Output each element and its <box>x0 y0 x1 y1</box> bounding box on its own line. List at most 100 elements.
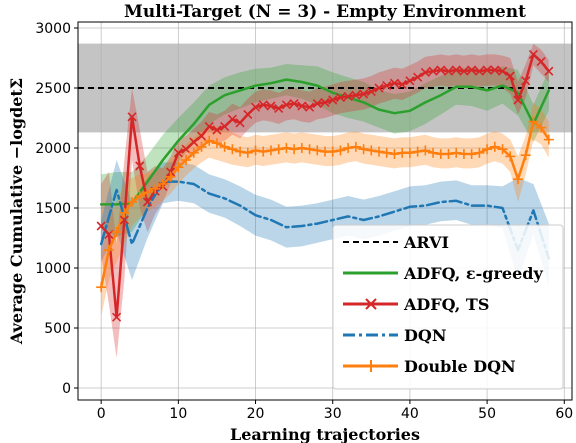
data-point-double-dqn <box>366 145 377 156</box>
y-tick-label: 1500 <box>35 201 71 217</box>
legend-entry-double-dqn: Double DQN <box>343 357 516 376</box>
marker-stroke <box>235 118 245 128</box>
series-line-dqn <box>99 180 551 260</box>
marker-stroke <box>196 131 207 141</box>
data-point-adfq-ts <box>366 87 376 97</box>
data-point-double-dqn <box>103 245 114 255</box>
data-point-adfq-ts <box>544 66 554 76</box>
data-point-double-dqn <box>497 144 508 155</box>
data-point-double-dqn <box>374 146 385 157</box>
data-point-adfq-ts <box>258 100 268 110</box>
data-point-double-dqn <box>296 143 307 153</box>
marker-stroke <box>528 49 538 59</box>
marker-stroke <box>413 72 423 82</box>
y-tick-label: 2000 <box>35 141 71 157</box>
y-axis-ticks: 0 500 1000 1500 2000 2500 3000 <box>35 21 78 397</box>
y-tick-label: 1000 <box>35 261 71 277</box>
marker-stroke <box>474 66 484 76</box>
marker-stroke <box>505 71 515 81</box>
legend-label-arvi: ARVI <box>403 233 449 252</box>
legend-entry-arvi: ARVI <box>343 233 449 252</box>
data-point-double-dqn <box>381 147 392 158</box>
x-tick-label: 30 <box>324 406 342 422</box>
data-point-double-dqn <box>389 149 400 159</box>
data-point-adfq-ts <box>173 148 183 158</box>
data-point-double-dqn <box>404 147 415 158</box>
marker-stroke <box>335 93 346 103</box>
marker-stroke <box>220 121 230 131</box>
data-point-adfq-ts <box>482 65 492 75</box>
marker-stroke <box>127 112 137 122</box>
marker-stroke <box>359 89 369 99</box>
marker-stroke <box>312 99 322 109</box>
data-point-double-dqn <box>181 155 192 165</box>
data-point-adfq-ts <box>281 100 291 110</box>
data-point-adfq-ts <box>359 89 369 99</box>
marker-stroke <box>428 66 438 76</box>
x-tick-label: 40 <box>401 406 419 422</box>
x-axis-ticks: 0 10 20 30 40 50 60 <box>97 400 573 422</box>
marker-stroke <box>351 90 361 100</box>
marker-stroke <box>420 67 430 77</box>
data-point-adfq-ts <box>274 103 284 113</box>
marker-stroke <box>389 78 400 88</box>
data-point-adfq-ts <box>320 97 330 107</box>
x-tick-label: 50 <box>478 406 496 422</box>
data-point-adfq-ts <box>436 65 446 75</box>
x-axis-label: Learning trajectories <box>230 425 420 443</box>
x-tick-label: 20 <box>247 406 265 422</box>
legend-label-adfq-egreedy: ADFQ, ε-greedy <box>403 264 543 283</box>
marker-stroke <box>250 102 261 112</box>
data-point-double-dqn <box>466 149 477 159</box>
confidence-band-adfq-ts <box>101 43 549 358</box>
data-point-adfq-ts <box>220 121 230 131</box>
series-line-adfq-greedy <box>99 78 551 206</box>
data-point-adfq-ts <box>266 101 276 111</box>
data-point-adfq-ts <box>467 65 477 75</box>
marker-stroke <box>266 101 276 111</box>
data-point-double-dqn <box>482 144 493 155</box>
data-point-adfq-ts <box>343 91 353 101</box>
data-point-double-dqn <box>327 146 338 157</box>
marker-stroke <box>189 137 199 147</box>
y-tick-label: 2500 <box>35 81 71 97</box>
data-point-adfq-ts <box>304 102 315 112</box>
data-point-adfq-ts <box>428 66 438 76</box>
marker-stroke <box>173 148 183 158</box>
data-point-double-dqn <box>150 183 161 194</box>
data-point-double-dqn <box>428 147 439 158</box>
data-point-double-dqn <box>142 187 153 198</box>
chart-title: Multi-Target (N = 3) - Empty Environment <box>124 2 526 22</box>
data-point-double-dqn <box>443 149 454 159</box>
data-point-double-dqn <box>165 171 176 182</box>
legend-marker-plus <box>365 360 377 372</box>
marker-stroke <box>374 83 384 93</box>
data-point-double-dqn <box>343 143 354 153</box>
data-point-double-dqn <box>312 145 323 156</box>
data-point-double-dqn <box>289 144 300 155</box>
data-point-adfq-ts <box>413 72 423 82</box>
data-point-double-dqn <box>528 116 539 127</box>
marker-stroke <box>135 161 145 171</box>
data-point-double-dqn <box>96 282 107 293</box>
data-point-adfq-ts <box>119 215 129 225</box>
legend-marker-x <box>365 298 377 310</box>
marker-stroke <box>459 66 469 76</box>
data-point-adfq-ts <box>243 109 253 119</box>
confidence-band-double-dqn <box>101 102 549 317</box>
series-markers <box>96 49 554 322</box>
data-point-double-dqn <box>219 141 230 152</box>
marker-stroke <box>258 100 268 110</box>
data-point-adfq-ts <box>513 95 523 105</box>
data-point-double-dqn <box>489 141 500 152</box>
data-point-double-dqn <box>358 144 369 155</box>
marker-stroke <box>443 66 454 76</box>
data-point-double-dqn <box>119 207 130 218</box>
data-point-adfq-ts <box>536 57 546 67</box>
data-point-adfq-ts <box>497 66 508 76</box>
data-point-adfq-ts <box>328 95 338 105</box>
y-tick-label: 3000 <box>35 21 71 37</box>
marker-stroke <box>289 99 299 109</box>
marker-stroke <box>343 91 353 101</box>
data-point-adfq-ts <box>405 76 415 86</box>
